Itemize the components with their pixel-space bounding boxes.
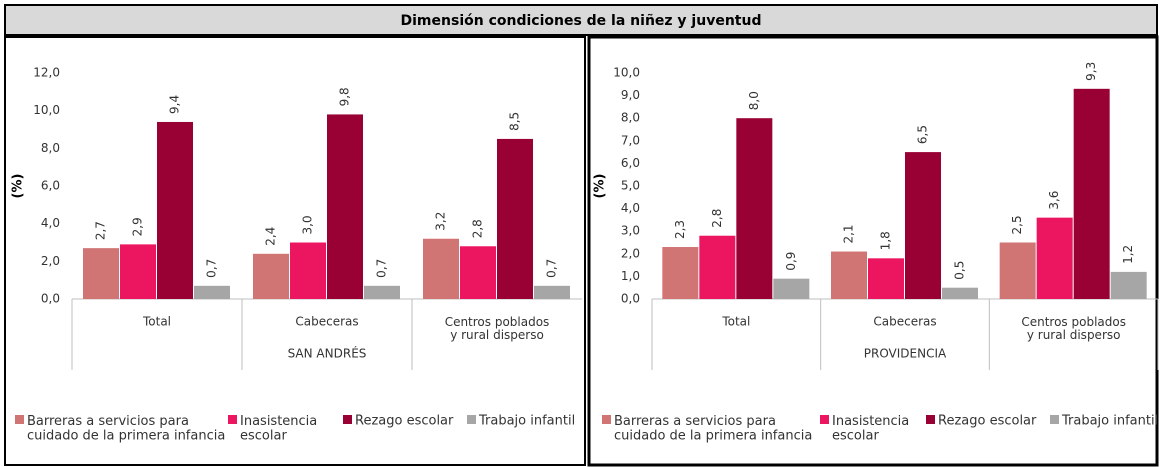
panel	[587, 35, 1159, 467]
legend-label: Inasistencia escolar	[832, 414, 909, 443]
bar	[699, 235, 736, 299]
data-label: 9,3	[1084, 62, 1098, 81]
bar	[194, 285, 230, 299]
data-label: 2,8	[710, 209, 724, 228]
bar	[999, 242, 1036, 299]
bar	[157, 121, 193, 299]
data-label: 8,5	[508, 112, 522, 131]
y-tick-label: 5,0	[621, 179, 640, 193]
x-tick-label: Cabeceras	[873, 315, 936, 329]
y-tick-label: 10,0	[613, 66, 640, 80]
legend-swatch	[228, 415, 237, 424]
y-tick-label: 6,0	[621, 156, 640, 170]
y-tick-label: 7,0	[621, 133, 640, 147]
y-axis-title: (%)	[593, 174, 608, 199]
legend-swatch	[1050, 415, 1059, 424]
legend-label: Trabajo infantil	[478, 414, 575, 429]
data-label: 3,6	[1047, 191, 1061, 210]
data-label: 2,4	[264, 227, 278, 246]
title-bar	[4, 4, 1158, 36]
y-tick-label: 1,0	[621, 269, 640, 283]
legend-label: Trabajo infantil	[1061, 414, 1158, 429]
bar	[253, 253, 289, 299]
y-tick-label: 8,0	[621, 111, 640, 125]
data-label: 2,5	[1010, 215, 1024, 234]
y-tick-label: 4,0	[621, 201, 640, 215]
data-label: 0,7	[375, 259, 389, 278]
bar	[364, 285, 400, 299]
bar	[1073, 88, 1110, 299]
bar	[868, 258, 904, 299]
legend-label: Rezago escolar	[355, 414, 454, 429]
bar	[83, 248, 119, 299]
y-tick-label: 2,0	[621, 246, 640, 260]
legend-swatch	[467, 415, 476, 424]
data-label: 0,5	[953, 261, 967, 280]
y-axis-title: (%)	[11, 174, 26, 199]
legend-label: Inasistencia escolar	[240, 414, 317, 443]
bar	[1036, 217, 1073, 299]
x-tick-label: Total	[142, 315, 171, 329]
data-label: 3,0	[301, 215, 315, 234]
data-label: 0,7	[545, 259, 559, 278]
legend-label: Barreras a servicios para cuidado de la p…	[614, 414, 812, 443]
bar	[423, 238, 459, 299]
legend-swatch	[15, 415, 24, 424]
bar	[773, 278, 810, 299]
data-label: 2,9	[131, 217, 145, 236]
x-tick-label: Total	[721, 315, 750, 329]
data-label: 2,7	[94, 221, 108, 240]
data-label: 1,8	[879, 231, 893, 250]
y-tick-label: 0,0	[621, 292, 640, 306]
panel	[4, 36, 586, 466]
data-label: 0,9	[784, 252, 798, 271]
y-tick-label: 9,0	[621, 88, 640, 102]
legend-swatch	[343, 415, 352, 424]
y-tick-label: 3,0	[621, 224, 640, 238]
data-label: 0,7	[205, 259, 219, 278]
legend-swatch	[820, 415, 829, 424]
x-axis-title: PROVIDENCIA	[864, 347, 947, 361]
legend-swatch	[926, 415, 935, 424]
bar	[534, 285, 570, 299]
bar	[460, 246, 496, 299]
legend-label: Barreras a servicios para cuidado de la p…	[27, 414, 225, 443]
x-tick-label: Centros poblados y rural disperso	[445, 315, 550, 342]
y-tick-label: 8,0	[41, 141, 60, 155]
bar	[327, 114, 363, 299]
bar	[736, 118, 773, 299]
bar	[290, 242, 326, 299]
data-label: 8,0	[747, 91, 761, 110]
y-tick-label: 6,0	[41, 179, 60, 193]
data-label: 3,2	[434, 212, 448, 231]
x-tick-label: Cabeceras	[295, 315, 358, 329]
y-tick-label: 0,0	[41, 292, 60, 306]
bar	[497, 138, 533, 299]
data-label: 1,2	[1121, 245, 1135, 264]
data-label: 9,8	[338, 87, 352, 106]
data-label: 9,4	[168, 95, 182, 114]
y-tick-label: 10,0	[33, 103, 60, 117]
bar	[942, 287, 978, 299]
x-axis-title: SAN ANDRÉS	[288, 346, 367, 361]
y-tick-label: 4,0	[41, 216, 60, 230]
data-label: 6,5	[916, 125, 930, 144]
data-label: 2,1	[842, 224, 856, 243]
y-tick-label: 12,0	[33, 66, 60, 80]
data-label: 2,8	[471, 219, 485, 238]
bar	[662, 247, 699, 299]
chart-title: Dimensión condiciones de la niñez y juve…	[401, 13, 762, 29]
data-label: 2,3	[673, 220, 687, 239]
y-tick-label: 2,0	[41, 254, 60, 268]
legend-swatch	[602, 415, 611, 424]
bar	[120, 244, 156, 299]
bar	[905, 152, 941, 299]
x-tick-label: Centros poblados y rural disperso	[1021, 315, 1126, 342]
legend-label: Rezago escolar	[938, 414, 1037, 429]
bar	[1110, 271, 1147, 299]
bar	[831, 251, 867, 299]
